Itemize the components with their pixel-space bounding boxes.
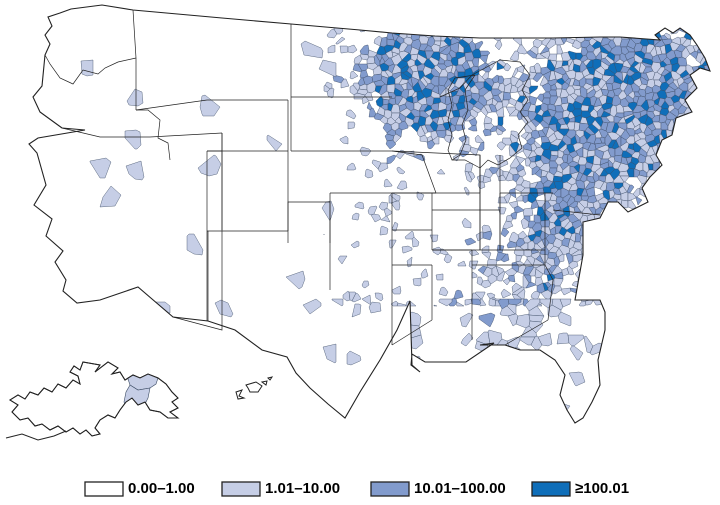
- svg-text:1.01–10.00: 1.01–10.00: [265, 480, 340, 497]
- svg-text:10.01–100.00: 10.01–100.00: [414, 480, 506, 497]
- svg-text:0.00–1.00: 0.00–1.00: [128, 480, 195, 497]
- svg-text:≥100.01: ≥100.01: [575, 480, 629, 497]
